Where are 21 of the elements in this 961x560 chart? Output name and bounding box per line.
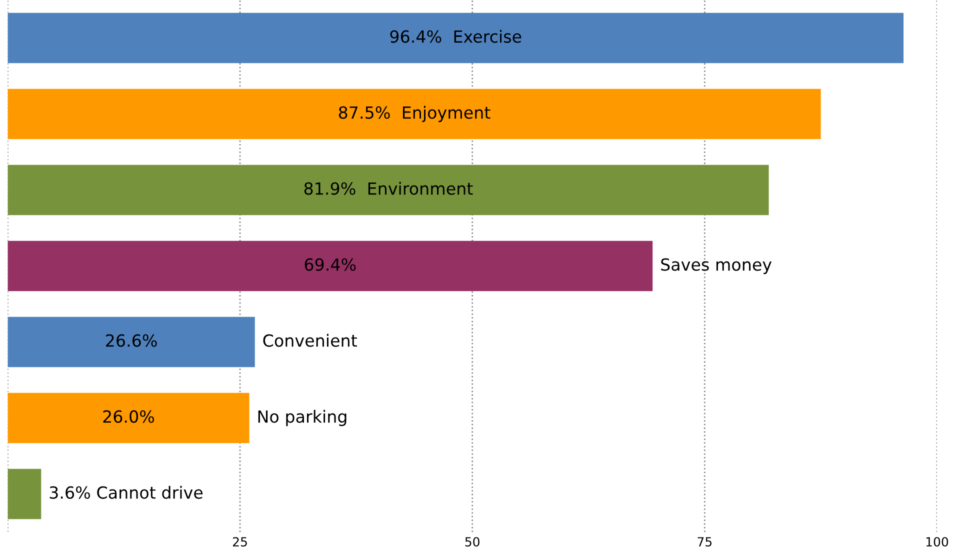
text: 81.9% Environment: [304, 182, 473, 195]
bar: [8, 164, 769, 216]
text: 96.4% Exercise: [390, 30, 522, 43]
y-tick-label: Convenient: [263, 334, 357, 347]
data-label: 69.4%: [304, 258, 356, 271]
bar: [8, 240, 653, 292]
bar: [8, 316, 255, 368]
bar: [8, 392, 250, 444]
y-tick-label: Saves money: [661, 258, 772, 274]
x-tick-label: 75: [698, 537, 712, 547]
bar: [8, 88, 821, 140]
bar: [8, 12, 904, 64]
data-label: 26.6%: [106, 334, 157, 347]
x-tick-label: 25: [232, 537, 247, 547]
data-label: 26.0%: [103, 410, 154, 423]
y-tick-label: No parking: [258, 410, 346, 426]
text: 3.6% Cannot drive: [50, 486, 203, 499]
x-tick-label: 100: [926, 537, 948, 547]
text: 87.5% Enjoyment: [338, 106, 490, 122]
bar: [8, 468, 42, 520]
x-tick-label: 50: [465, 537, 480, 547]
